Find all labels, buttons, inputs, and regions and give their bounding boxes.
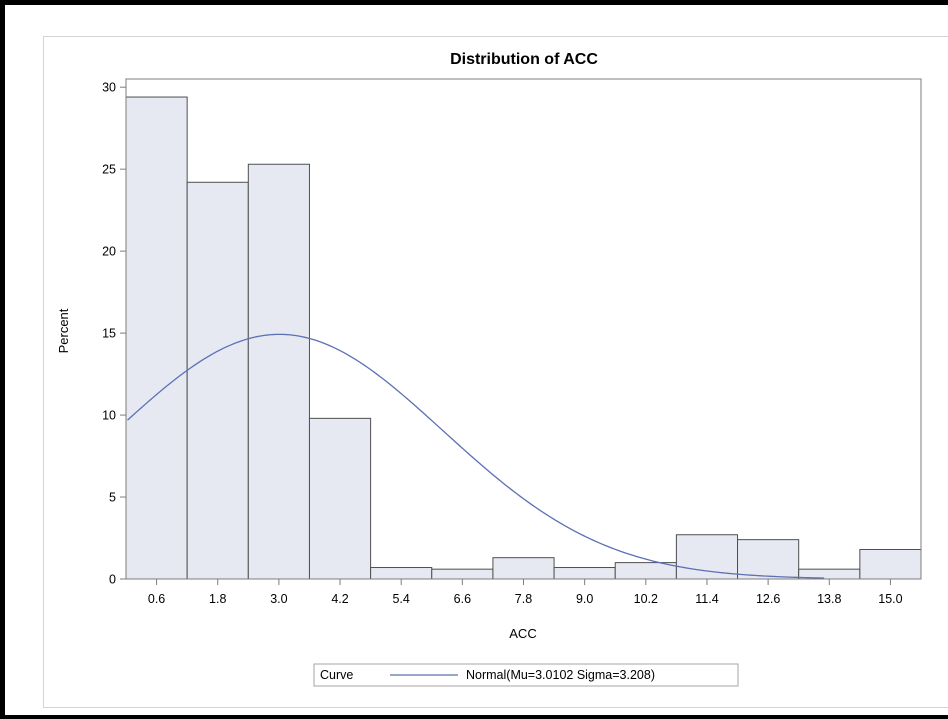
legend-entry-normal: Normal(Mu=3.0102 Sigma=3.208) bbox=[466, 668, 655, 682]
x-tick-label: 7.8 bbox=[515, 592, 532, 606]
y-tick-label: 30 bbox=[102, 81, 116, 95]
x-tick-label: 4.2 bbox=[331, 592, 348, 606]
y-tick-label: 25 bbox=[102, 163, 116, 177]
y-tick-label: 0 bbox=[109, 573, 116, 587]
y-axis: 0 5 10 15 20 25 30 bbox=[102, 81, 126, 587]
normal-curve bbox=[127, 333, 825, 579]
x-tick-label: 15.0 bbox=[878, 592, 902, 606]
legend-title: Curve bbox=[320, 668, 353, 682]
x-tick-label: 6.6 bbox=[454, 592, 471, 606]
histogram-bar bbox=[125, 96, 188, 580]
y-tick-label: 10 bbox=[102, 409, 116, 423]
x-tick-label: 13.8 bbox=[817, 592, 841, 606]
x-tick-label: 3.0 bbox=[270, 592, 287, 606]
histogram-bar bbox=[370, 567, 433, 580]
histogram-bar bbox=[859, 548, 922, 580]
histogram-bars bbox=[125, 96, 922, 580]
histogram-bar bbox=[247, 163, 310, 580]
x-tick-label: 1.8 bbox=[209, 592, 226, 606]
histogram-bar bbox=[186, 181, 249, 580]
chart-title: Distribution of ACC bbox=[450, 51, 598, 68]
y-tick-label: 5 bbox=[109, 491, 116, 505]
x-axis: 0.6 1.8 3.0 4.2 5.4 6.6 7.8 9.0 10.2 11.4 12.6 13.8… bbox=[148, 579, 903, 606]
histogram-bar bbox=[308, 417, 372, 580]
x-tick-label: 5.4 bbox=[392, 592, 409, 606]
histogram-bar bbox=[737, 539, 800, 580]
histogram-bar bbox=[553, 567, 616, 580]
legend: Curve Normal(Mu=3.0102 Sigma=3.208) bbox=[313, 663, 739, 687]
histogram-bar bbox=[492, 557, 555, 580]
x-tick-label: 12.6 bbox=[756, 592, 780, 606]
histogram-bar bbox=[675, 534, 739, 580]
y-axis-label: Percent bbox=[56, 308, 71, 353]
histogram-bar bbox=[431, 568, 494, 580]
x-tick-label: 0.6 bbox=[148, 592, 165, 606]
x-tick-label: 10.2 bbox=[634, 592, 658, 606]
x-tick-label: 11.4 bbox=[695, 592, 718, 606]
x-axis-label: ACC bbox=[509, 626, 536, 641]
y-tick-label: 15 bbox=[102, 327, 116, 341]
y-tick-label: 20 bbox=[102, 245, 116, 259]
histogram-bar bbox=[614, 562, 677, 580]
x-tick-label: 9.0 bbox=[576, 592, 593, 606]
legend-box bbox=[313, 663, 739, 687]
